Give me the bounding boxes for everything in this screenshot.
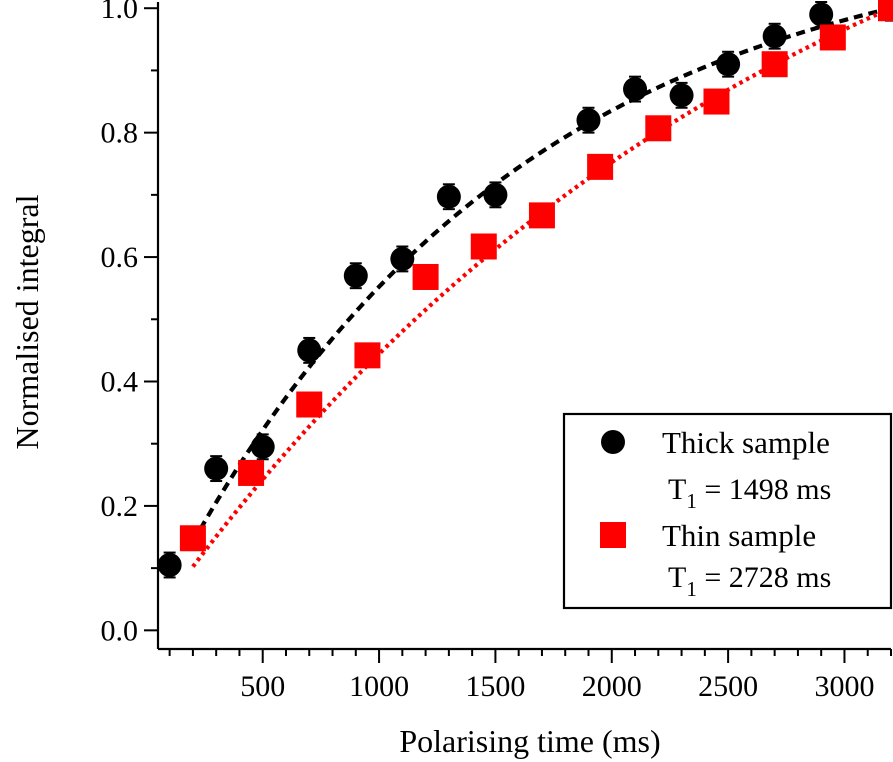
data-point-thin <box>296 391 323 418</box>
data-point-thick <box>343 263 368 288</box>
y-tick-label: 0.4 <box>101 365 139 398</box>
legend-t1-thin-symbol: T <box>668 561 686 594</box>
legend-t1-thick-value: = 1498 ms <box>697 473 831 506</box>
y-axis-label: Normalised integral <box>9 194 45 449</box>
legend-label-thin: Thin sample <box>662 518 816 553</box>
data-point-thick <box>297 338 322 363</box>
x-tick-label: 2000 <box>582 670 642 703</box>
data-point-thick <box>483 182 508 207</box>
data-point-thick <box>669 83 694 108</box>
x-axis-label: Polarising time (ms) <box>399 723 660 759</box>
y-tick-label: 0.2 <box>101 490 139 523</box>
data-point-thick <box>157 553 182 578</box>
data-point-thin <box>761 51 788 78</box>
data-point-thin <box>412 263 439 290</box>
data-point-thick <box>809 2 834 27</box>
data-point-thick <box>762 24 787 49</box>
data-point-thick <box>623 77 648 102</box>
x-tick-label: 3000 <box>814 670 874 703</box>
y-tick-label: 1.0 <box>101 0 139 25</box>
legend-marker-thick <box>601 430 625 454</box>
y-tick-label: 0.0 <box>101 614 139 647</box>
legend-label-thick: Thick sample <box>662 425 830 460</box>
data-points <box>157 0 893 579</box>
x-tick-label: 1500 <box>465 670 525 703</box>
legend-t1-thin: T1 = 2728 ms <box>668 561 831 601</box>
data-point-thin <box>528 202 555 229</box>
y-tick-label: 0.8 <box>101 117 139 150</box>
data-point-thick <box>204 456 229 481</box>
data-point-thin <box>645 115 672 142</box>
x-tick-label: 2500 <box>698 670 758 703</box>
data-point-thin <box>354 342 381 369</box>
data-point-thick <box>250 434 275 459</box>
data-point-thick <box>390 246 415 271</box>
axes: 500 1000 1500 2000 2500 3000 0.0 0.2 0.4 0.6 0.8 1.… <box>101 0 892 703</box>
legend-t1-thin-subscript: 1 <box>686 577 697 601</box>
legend-t1-thick-symbol: T <box>668 473 686 506</box>
legend-marker-thin <box>600 522 626 548</box>
data-point-thin <box>587 153 614 180</box>
legend-t1-thick-subscript: 1 <box>686 489 697 513</box>
x-tick-label: 500 <box>240 670 285 703</box>
legend: Thick sample T1 = 1498 ms Thin sample T1… <box>562 412 893 610</box>
data-point-thick <box>716 52 741 77</box>
data-point-thin <box>878 0 893 22</box>
x-tick-label: 1000 <box>349 670 409 703</box>
data-point-thick <box>576 108 601 133</box>
data-point-thin <box>703 88 730 115</box>
y-tick-label: 0.6 <box>101 241 139 274</box>
data-point-thin <box>179 525 206 552</box>
data-point-thin <box>238 459 265 486</box>
data-point-thick <box>436 184 461 209</box>
data-point-thin <box>470 233 497 260</box>
data-point-thin <box>819 24 846 51</box>
legend-t1-thin-value: = 2728 ms <box>697 561 831 594</box>
legend-t1-thick: T1 = 1498 ms <box>668 473 831 513</box>
